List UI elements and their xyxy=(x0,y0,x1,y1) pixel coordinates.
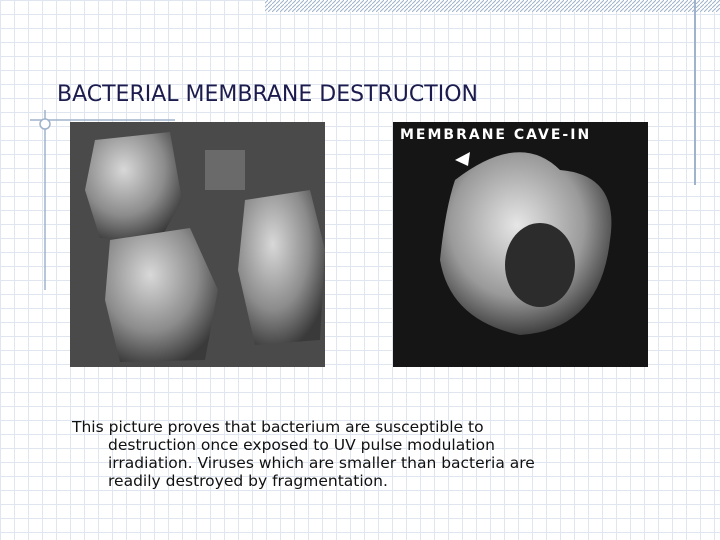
header-band xyxy=(265,0,720,12)
right-image xyxy=(393,122,648,367)
slide-title: BACTERIAL MEMBRANE DESTRUCTION xyxy=(57,82,478,107)
body-line: destruction once exposed to UV pulse mod… xyxy=(108,436,495,454)
image-caption: MEMBRANE CAVE-IN xyxy=(400,127,591,143)
body-line: This picture proves that bacterium are s… xyxy=(72,418,484,436)
left-image xyxy=(70,122,325,367)
body-line: irradiation. Viruses which are smaller t… xyxy=(108,454,535,472)
rule-knot xyxy=(39,118,51,130)
body-line: readily destroyed by fragmentation. xyxy=(108,472,388,490)
body-text: This picture proves that bacterium are s… xyxy=(72,418,535,490)
